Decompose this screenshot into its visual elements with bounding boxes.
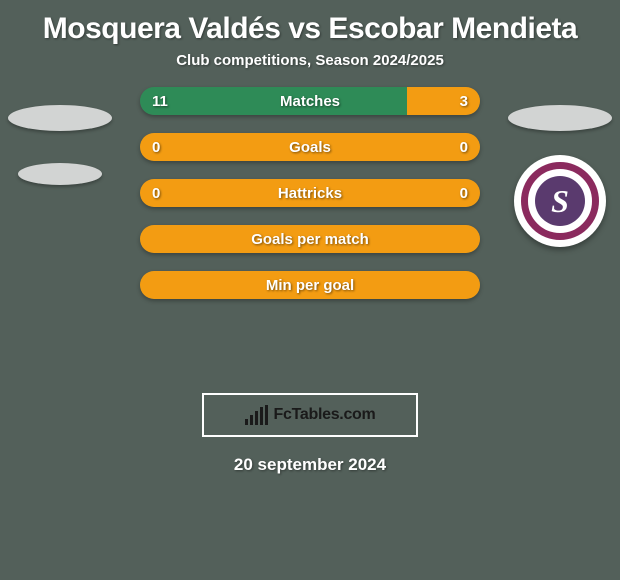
date: 20 september 2024 bbox=[0, 455, 620, 475]
left-accent-ellipse-2 bbox=[18, 163, 102, 185]
bar-row: Min per goal bbox=[140, 271, 480, 299]
right-accent-ellipse bbox=[508, 105, 612, 131]
bar-label: Min per goal bbox=[140, 271, 480, 299]
bar-value-left: 11 bbox=[140, 87, 180, 115]
bar-value-right: 3 bbox=[448, 87, 480, 115]
page-title: Mosquera Valdés vs Escobar Mendieta bbox=[0, 0, 620, 52]
comparison-chart: S Matches113Goals00Hattricks00Goals per … bbox=[0, 87, 620, 387]
club-badge-ring: S bbox=[521, 162, 599, 240]
bar-value-right: 0 bbox=[448, 133, 480, 161]
bar-row: Goals0 0 bbox=[140, 133, 480, 161]
left-accent-ellipse-1 bbox=[8, 105, 112, 131]
club-badge-letter: S bbox=[535, 176, 585, 226]
bar-label: Matches bbox=[140, 87, 480, 115]
bar-value-right: 0 bbox=[448, 179, 480, 207]
bar-value-left: 0 bbox=[140, 133, 172, 161]
bar-label: Goals bbox=[140, 133, 480, 161]
fctables-text: FcTables.com bbox=[274, 406, 376, 424]
bar-row: Matches11 3 bbox=[140, 87, 480, 115]
fctables-logo: FcTables.com bbox=[202, 393, 418, 437]
club-badge: S bbox=[514, 155, 606, 247]
bar-value-left: 0 bbox=[140, 179, 172, 207]
bars-icon bbox=[245, 405, 268, 425]
bar-label: Goals per match bbox=[140, 225, 480, 253]
right-player-col: S bbox=[500, 87, 620, 247]
subtitle: Club competitions, Season 2024/2025 bbox=[0, 52, 620, 87]
bar-label: Hattricks bbox=[140, 179, 480, 207]
bars-container: Matches113Goals00Hattricks00Goals per ma… bbox=[140, 87, 480, 317]
bar-row: Goals per match bbox=[140, 225, 480, 253]
left-player-col bbox=[0, 87, 120, 185]
bar-row: Hattricks0 0 bbox=[140, 179, 480, 207]
